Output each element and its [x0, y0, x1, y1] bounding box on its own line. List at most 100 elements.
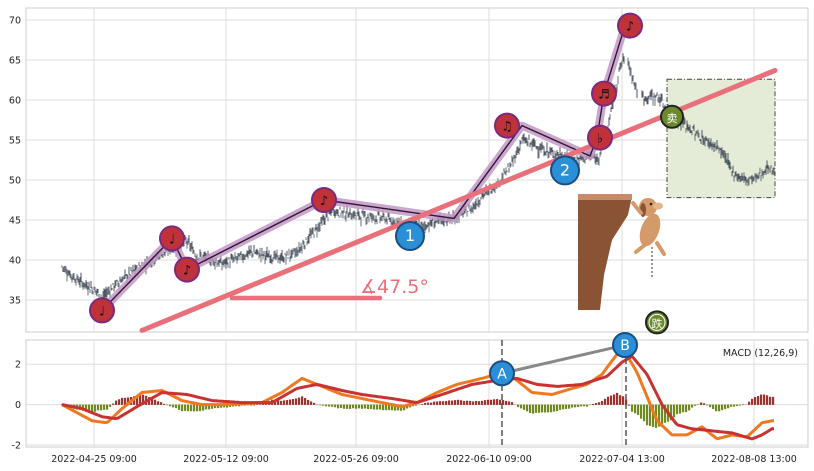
macd-bar — [298, 397, 301, 405]
marker-label: ♬ — [598, 88, 610, 103]
macd-bar — [115, 400, 118, 405]
price-tick-label: 70 — [9, 16, 21, 27]
macd-bar — [457, 399, 460, 405]
macd-bar — [139, 395, 142, 405]
macd-bar — [220, 404, 223, 408]
marker-label: ♪ — [626, 20, 634, 35]
macd-bar — [427, 402, 430, 405]
macd-bar — [361, 404, 364, 409]
macd-bar — [229, 404, 232, 407]
macd-bar — [571, 404, 574, 408]
macd-bar — [397, 404, 400, 411]
macd-bar — [703, 403, 706, 405]
macd-bar — [496, 399, 499, 405]
macd-bar — [595, 403, 598, 405]
macd-bar — [721, 404, 724, 411]
macd-bar — [340, 404, 343, 409]
macd-bar — [547, 404, 550, 413]
macd-bar — [445, 401, 448, 405]
macd-bar — [475, 400, 478, 405]
macd-bar — [691, 404, 694, 408]
macd-bar — [556, 404, 559, 412]
price-tick-label: 65 — [9, 56, 21, 67]
macd-bar — [424, 402, 427, 405]
macd-bar — [175, 404, 178, 409]
macd-panel: -2 0 2 A B MACD (12,26,9) — [12, 332, 809, 451]
macd-bar — [124, 397, 127, 405]
macd-bar — [757, 396, 760, 405]
macd-bar — [388, 404, 391, 411]
macd-bar — [289, 399, 292, 405]
price-tick-label: 60 — [9, 96, 21, 107]
macd-bar — [760, 394, 763, 405]
price-tick-label: 40 — [9, 256, 21, 267]
macd-bar — [193, 404, 196, 412]
macd-bar — [355, 404, 358, 409]
macd-bar — [472, 401, 475, 405]
macd-bar — [85, 404, 88, 412]
macd-bar — [682, 404, 685, 413]
macd-bar — [448, 400, 451, 405]
macd-bar — [568, 404, 571, 409]
macd-bar — [163, 403, 166, 405]
macd-bar — [628, 404, 631, 406]
macd-bar — [250, 404, 253, 406]
music-note-marker: ♬ — [591, 80, 617, 107]
macd-bar — [478, 401, 481, 405]
music-note-marker: ♭ — [587, 124, 613, 151]
x-tick-label: 2022-05-12 09:00 — [183, 454, 269, 465]
x-axis: 2022-04-25 09:00 2022-05-12 09:00 2022-05-… — [51, 454, 797, 465]
macd-bar — [715, 404, 718, 412]
macd-bar — [421, 404, 424, 405]
cliff-illustration — [578, 194, 666, 310]
marker-label: ♩ — [99, 304, 105, 319]
macd-bar — [295, 398, 298, 405]
macd-bar — [172, 404, 175, 408]
macd-bar — [589, 404, 592, 406]
macd-bar — [211, 404, 214, 409]
macd-bar — [409, 404, 412, 408]
macd-bar — [433, 401, 436, 405]
macd-bar — [358, 404, 361, 409]
macd-bar — [484, 400, 487, 405]
cliff-top — [578, 194, 632, 200]
macd-bar — [166, 404, 169, 406]
macd-bar — [463, 400, 466, 405]
macd-bar — [550, 404, 553, 413]
macd-bar — [673, 404, 676, 418]
macd-tick-label: 0 — [15, 400, 21, 411]
macd-bar — [604, 398, 607, 405]
macd-bar — [538, 404, 541, 413]
macd-bar — [736, 404, 739, 407]
macd-bar — [352, 404, 355, 409]
macd-bar — [625, 399, 628, 405]
macd-bar — [487, 399, 490, 405]
x-tick-label: 2022-05-26 09:00 — [313, 454, 399, 465]
macd-bar — [565, 404, 568, 409]
wave-number-marker: 1 — [395, 221, 425, 251]
macd-bar — [481, 400, 484, 405]
macd-dea-line — [61, 354, 774, 441]
marker-label: ♪ — [183, 264, 191, 279]
macd-bar — [583, 404, 586, 407]
macd-bar — [232, 404, 235, 407]
macd-bar — [343, 404, 346, 409]
x-tick-label: 2022-08-08 13:00 — [711, 454, 797, 465]
zigzag-line — [101, 25, 626, 311]
macd-bar — [460, 400, 463, 405]
x-tick-label: 2022-07-04 13:00 — [579, 454, 665, 465]
macd-bar — [94, 404, 97, 412]
macd-bar — [184, 404, 187, 411]
macd-bar — [118, 399, 121, 405]
macd-bar — [106, 404, 109, 410]
sell-marker: 卖 — [660, 104, 684, 129]
macd-bar — [730, 404, 733, 407]
macd-bar — [244, 404, 247, 406]
macd-bar — [739, 404, 742, 406]
macd-bar — [526, 404, 529, 412]
macd-bar — [619, 395, 622, 405]
macd-bar — [217, 404, 220, 409]
x-tick-label: 2022-04-25 09:00 — [51, 454, 137, 465]
macd-bar — [631, 404, 634, 412]
macd-bar — [742, 404, 745, 405]
